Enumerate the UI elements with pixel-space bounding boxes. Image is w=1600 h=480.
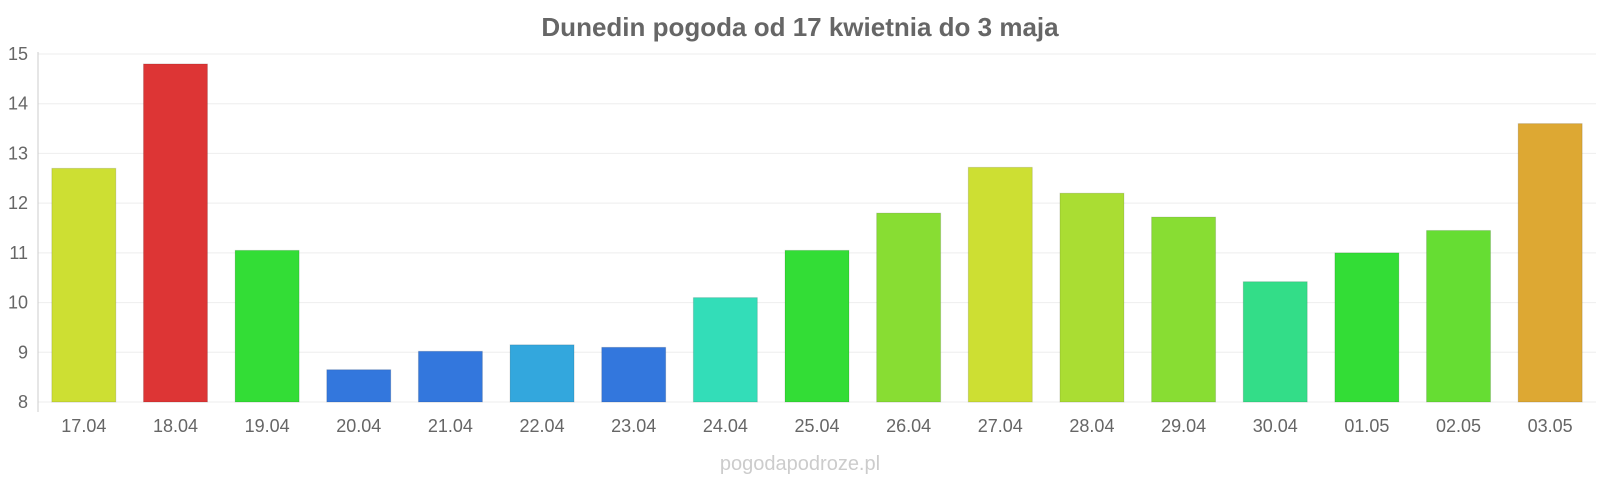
- y-tick-label: 13: [8, 143, 28, 163]
- bar-01.05: [1334, 252, 1400, 403]
- bar-26.04: [876, 212, 942, 403]
- bar-23.04: [601, 346, 667, 403]
- y-tick-label: 14: [8, 94, 28, 114]
- x-tick-label: 24.04: [703, 416, 748, 436]
- y-tick-label: 9: [18, 342, 28, 362]
- x-tick-label: 18.04: [153, 416, 198, 436]
- x-tick-label: 23.04: [611, 416, 656, 436]
- y-tick-label: 11: [9, 243, 28, 263]
- bar-17.04: [51, 167, 117, 403]
- x-tick-label: 03.05: [1528, 416, 1573, 436]
- bar-21.04: [417, 350, 483, 403]
- y-tick-label: 10: [8, 293, 28, 313]
- x-tick-label: 29.04: [1161, 416, 1206, 436]
- y-tick-label: 12: [8, 193, 28, 213]
- y-tick-label: 8: [18, 392, 28, 412]
- x-tick-label: 19.04: [245, 416, 290, 436]
- bar-18.04: [142, 63, 208, 403]
- x-tick-label: 21.04: [428, 416, 473, 436]
- x-tick-label: 30.04: [1253, 416, 1298, 436]
- bar-20.04: [326, 369, 392, 403]
- bar-24.04: [692, 297, 758, 403]
- bar-22.04: [509, 344, 575, 403]
- y-axis-ticks: 8 9 10 11 12 13 14 15: [8, 44, 28, 412]
- bar-29.04: [1151, 216, 1217, 403]
- x-tick-label: 02.05: [1436, 416, 1481, 436]
- x-axis-ticks: 17.04 18.04 19.04 20.04 21.04 22.04 23.04 24.04…: [61, 416, 1572, 436]
- x-tick-label: 25.04: [794, 416, 839, 436]
- x-tick-label: 28.04: [1069, 416, 1114, 436]
- bar-02.05: [1426, 229, 1492, 403]
- bar-30.04: [1242, 281, 1308, 403]
- bar-03.05: [1517, 123, 1583, 403]
- x-tick-label: 26.04: [886, 416, 931, 436]
- x-tick-label: 22.04: [520, 416, 565, 436]
- x-tick-label: 17.04: [61, 416, 106, 436]
- bar-25.04: [784, 249, 850, 403]
- y-tick-label: 15: [8, 44, 28, 64]
- chart-title: Dunedin pogoda od 17 kwietnia do 3 maja: [541, 12, 1059, 42]
- bar-27.04: [967, 166, 1033, 403]
- watermark: pogodapodroze.pl: [720, 453, 880, 475]
- x-tick-label: 01.05: [1344, 416, 1389, 436]
- bar-28.04: [1059, 192, 1125, 403]
- bar-19.04: [234, 249, 300, 403]
- x-tick-label: 27.04: [978, 416, 1023, 436]
- bars: [51, 63, 1583, 403]
- x-tick-label: 20.04: [336, 416, 381, 436]
